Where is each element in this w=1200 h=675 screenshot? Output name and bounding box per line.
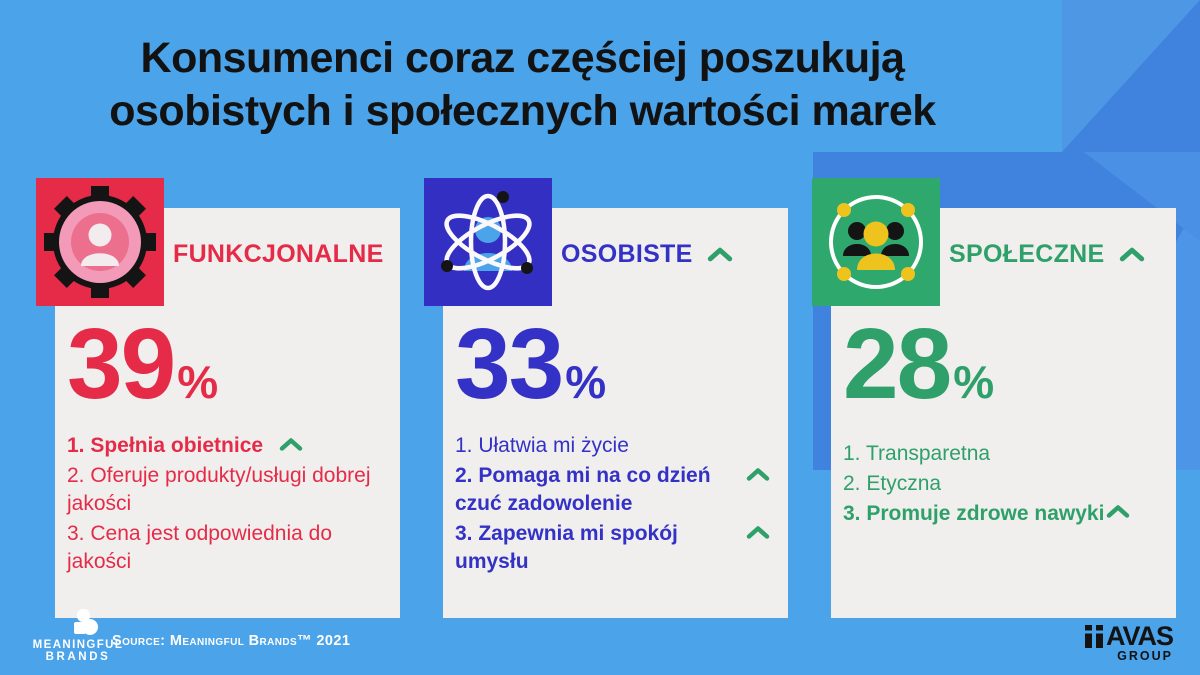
background-facet-top-right	[1062, 0, 1200, 152]
page-title-line1: Konsumenci coraz częściej poszukują	[140, 34, 905, 82]
havas-group-sub: GROUP	[1117, 649, 1174, 663]
card-funkcjonalne-list: 1. Spełnia obietnice 2. Oferuje produkty…	[55, 432, 400, 576]
list-item: 2. Pomaga mi na co dzień czuć zadowoleni…	[455, 462, 778, 518]
card-spoleczne-percent: 28 %	[843, 308, 995, 420]
list-item: 1. Transparetna	[843, 442, 991, 465]
card-spoleczne-header: SPOŁECZNE	[831, 208, 1176, 274]
card-funkcjonalne-percent: 39 %	[67, 308, 219, 420]
card-spoleczne-list: 1. Transparetna 2. Etyczna 3. Promuje zd…	[831, 440, 1176, 528]
meaningful-brands-logo: MEANINGFUL BRANDS	[30, 608, 126, 663]
page-title-line2: osobistych i społecznych wartości marek	[109, 87, 936, 135]
meaningful-brands-wordmark-line1: MEANINGFUL	[32, 639, 124, 651]
card-funkcjonalne-header: FUNKCJONALNE	[55, 208, 400, 274]
card-osobiste-list: 1. Ułatwia mi życie 2. Pomaga mi na co d…	[443, 432, 788, 576]
trend-up-icon	[707, 247, 732, 262]
card-funkcjonalne: FUNKCJONALNE 39 % 1. Spełnia obietnice 2…	[55, 208, 400, 618]
meaningful-brands-logo-icon	[74, 609, 98, 635]
card-osobiste-percent: 33 %	[455, 308, 607, 420]
trend-up-icon	[1106, 505, 1130, 518]
atom-person-icon	[424, 178, 552, 306]
trend-up-icon	[279, 438, 303, 452]
trend-up-icon	[746, 526, 770, 539]
meaningful-brands-wordmark-line2: BRANDS	[45, 651, 111, 663]
card-osobiste: OSOBISTE 33 % 1. Ułatwia mi życie 2. Pom…	[443, 208, 788, 618]
card-funkcjonalne-title: FUNKCJONALNE	[173, 239, 384, 268]
havas-group-logo: AVAS GROUP	[1085, 621, 1174, 663]
havas-wordmark: AVAS	[1106, 621, 1174, 651]
gear-person-icon	[36, 178, 164, 306]
havas-h-glyph	[1085, 625, 1103, 648]
people-network-icon	[812, 178, 940, 306]
trend-up-icon	[1119, 247, 1144, 262]
trend-up-icon	[746, 468, 770, 481]
source-caption: Source: Meaningful Brands™ 2021	[112, 633, 351, 649]
list-item: 2. Oferuje produkty/usługi dobrej jakośc…	[67, 464, 371, 515]
list-item: 2. Etyczna	[843, 472, 942, 495]
card-spoleczne-title: SPOŁECZNE	[949, 239, 1105, 268]
list-item: 1. Spełnia obietnice	[67, 432, 390, 460]
list-item: 3. Promuje zdrowe nawyki	[843, 500, 1166, 528]
list-item: 3. Cena jest odpowiednia do jakości	[67, 522, 333, 573]
card-osobiste-title: OSOBISTE	[561, 239, 693, 268]
list-item: 3. Zapewnia mi spokój umysłu	[455, 520, 778, 576]
page-title: Konsumenci coraz częściej poszukują osob…	[0, 32, 1045, 138]
list-item: 1. Ułatwia mi życie	[455, 434, 629, 457]
card-osobiste-header: OSOBISTE	[443, 208, 788, 274]
